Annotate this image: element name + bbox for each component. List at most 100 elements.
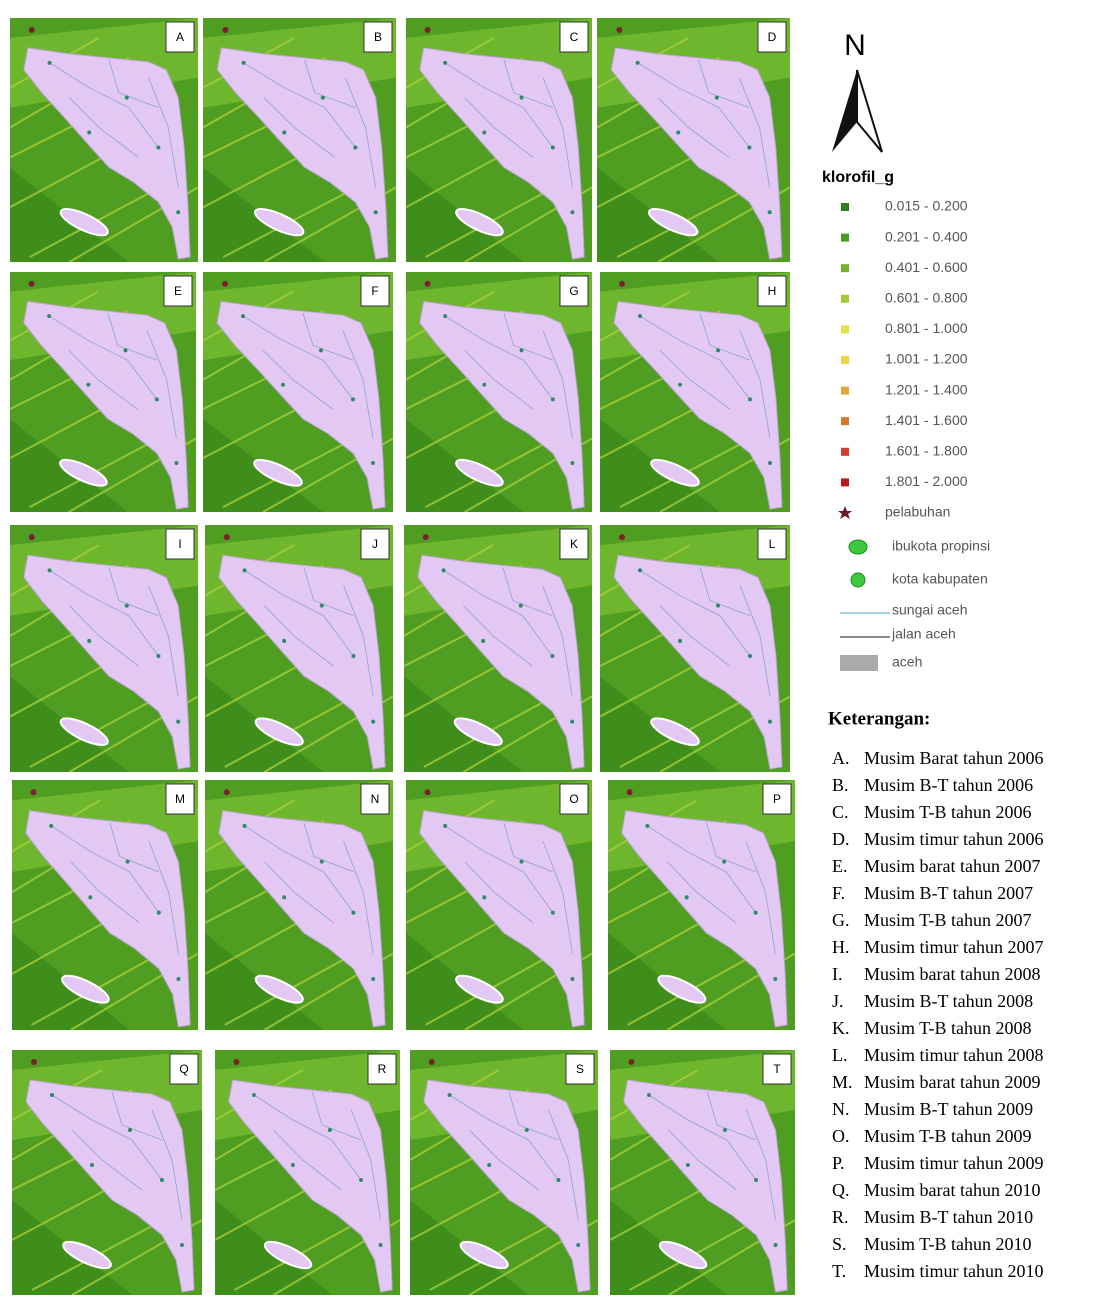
notes-title: Keterangan:: [828, 708, 930, 729]
note-letter: S.: [832, 1234, 847, 1254]
note-text: Musim timur tahun 2008: [864, 1045, 1044, 1065]
legend-label: 1.801 - 2.000: [885, 473, 968, 489]
panel-label: G: [569, 284, 578, 298]
panel-label: P: [773, 792, 781, 806]
legend-label: ibukota propinsi: [892, 538, 990, 554]
map-panel: D: [597, 18, 790, 262]
legend-label: 1.601 - 1.800: [885, 443, 968, 459]
panel-label: K: [570, 537, 578, 551]
panel-label: A: [176, 30, 184, 44]
panel-label: R: [378, 1062, 387, 1076]
north-label: N: [844, 29, 866, 62]
panel-label: O: [569, 792, 578, 806]
map-image: [12, 780, 198, 1030]
note-text: Musim T-B tahun 2008: [864, 1018, 1032, 1038]
note-text: Musim timur tahun 2009: [864, 1153, 1044, 1173]
note-letter: N.: [832, 1099, 850, 1119]
panel-label: C: [570, 30, 579, 44]
note-letter: T.: [832, 1261, 846, 1281]
map-panel: K: [404, 525, 592, 772]
map-image: [600, 525, 790, 772]
legend-swatch: [841, 417, 849, 425]
capital-symbol: [849, 540, 867, 554]
legend-label: 0.801 - 1.000: [885, 320, 968, 336]
city-symbol: [851, 573, 865, 587]
note-letter: A.: [832, 748, 850, 768]
legend-label: aceh: [892, 654, 922, 670]
map-panel: H: [600, 272, 790, 512]
map-panel: L: [600, 525, 790, 772]
panel-label: J: [372, 537, 378, 551]
map-image: [406, 18, 592, 262]
map-panel: A: [10, 18, 198, 262]
map-image: [600, 272, 790, 512]
note-letter: I.: [832, 964, 843, 984]
map-image: [205, 525, 393, 772]
panel-label: E: [174, 284, 182, 298]
map-panel: Q: [12, 1050, 202, 1295]
note-letter: G.: [832, 910, 850, 930]
map-image: [610, 1050, 795, 1295]
legend-label: 1.001 - 1.200: [885, 351, 968, 367]
map-image: [406, 272, 592, 512]
note-letter: Q.: [832, 1180, 850, 1200]
map-image: [203, 272, 393, 512]
map-panel: F: [203, 272, 393, 512]
map-image: [203, 18, 396, 262]
note-text: Musim barat tahun 2007: [864, 856, 1040, 876]
note-letter: F.: [832, 883, 845, 903]
note-letter: B.: [832, 775, 849, 795]
map-image: [406, 780, 592, 1030]
note-letter: E.: [832, 856, 848, 876]
note-letter: R.: [832, 1207, 849, 1227]
note-text: Musim T-B tahun 2010: [864, 1234, 1032, 1254]
legend-swatch: [841, 203, 849, 211]
note-text: Musim timur tahun 2007: [864, 937, 1044, 957]
panel-label: S: [576, 1062, 584, 1076]
map-image: [10, 18, 198, 262]
map-image: [205, 780, 393, 1030]
legend-label: 0.201 - 0.400: [885, 228, 968, 244]
note-text: Musim B-T tahun 2009: [864, 1099, 1033, 1119]
panel-label: H: [768, 284, 777, 298]
map-panel: R: [215, 1050, 400, 1295]
note-letter: D.: [832, 829, 850, 849]
note-text: Musim B-T tahun 2010: [864, 1207, 1033, 1227]
map-image: [410, 1050, 598, 1295]
legend-label: jalan aceh: [891, 626, 956, 642]
map-panel: P: [608, 780, 795, 1030]
note-letter: J.: [832, 991, 844, 1011]
map-panel: N: [205, 780, 393, 1030]
note-letter: M.: [832, 1072, 853, 1092]
note-letter: K.: [832, 1018, 850, 1038]
map-panel: M: [12, 780, 198, 1030]
note-letter: H.: [832, 937, 850, 957]
map-image: [597, 18, 790, 262]
map-panel: E: [10, 272, 196, 512]
legend-swatch: [841, 264, 849, 272]
note-text: Musim B-T tahun 2006: [864, 775, 1033, 795]
legend-label: kota kabupaten: [892, 571, 988, 587]
legend-swatch: [841, 234, 849, 242]
map-panel: G: [406, 272, 592, 512]
note-letter: P.: [832, 1153, 845, 1173]
legend-label: 0.015 - 0.200: [885, 198, 968, 214]
note-text: Musim barat tahun 2008: [864, 964, 1040, 984]
note-text: Musim barat tahun 2009: [864, 1072, 1040, 1092]
legend-label: 1.401 - 1.600: [885, 412, 968, 428]
legend-label: sungai aceh: [892, 602, 968, 618]
note-letter: C.: [832, 802, 849, 822]
map-image: [12, 1050, 202, 1295]
map-image: [608, 780, 795, 1030]
map-panel: O: [406, 780, 592, 1030]
legend-label: 0.601 - 0.800: [885, 290, 968, 306]
note-text: Musim B-T tahun 2008: [864, 991, 1033, 1011]
legend-swatch: [841, 356, 849, 364]
legend-swatch: [841, 478, 849, 486]
area-symbol: [840, 655, 878, 671]
note-text: Musim timur tahun 2006: [864, 829, 1044, 849]
map-panel: J: [205, 525, 393, 772]
note-text: Musim T-B tahun 2009: [864, 1126, 1032, 1146]
figure-canvas: N klorofil_g Keterangan: ABCDEFGHIJKLMNO…: [0, 0, 1115, 1298]
legend-swatch: [841, 387, 849, 395]
